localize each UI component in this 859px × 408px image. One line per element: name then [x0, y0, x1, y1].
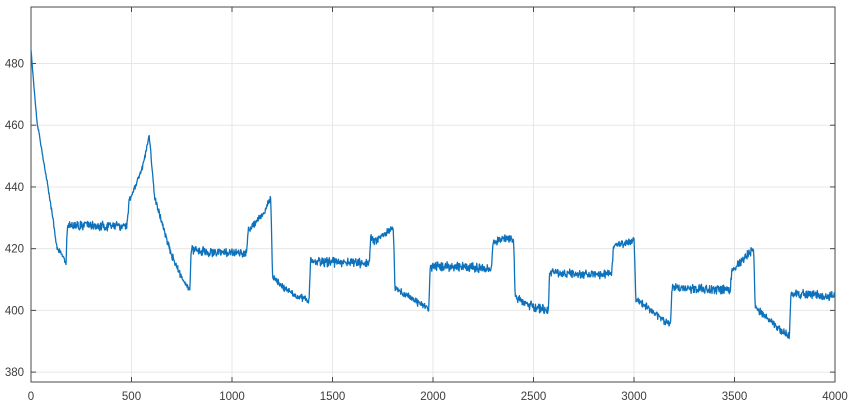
x-tick-label: 2000 — [420, 391, 446, 403]
signal-line-series — [30, 49, 836, 340]
x-tick-label: 1000 — [219, 391, 245, 403]
x-tick-label: 1500 — [320, 391, 346, 403]
x-tick-label: 500 — [122, 391, 141, 403]
y-tick-label: 420 — [5, 244, 24, 256]
y-tick-label: 400 — [5, 305, 24, 317]
x-tick-label: 3000 — [621, 391, 647, 403]
x-tick-label: 2500 — [521, 391, 547, 403]
y-tick-label: 380 — [5, 367, 24, 379]
x-tick-label: 4000 — [822, 391, 848, 403]
y-tick-label: 460 — [5, 120, 24, 132]
x-tick-label: 0 — [28, 391, 34, 403]
y-tick-label: 480 — [5, 58, 24, 70]
y-tick-label: 440 — [5, 182, 24, 194]
x-tick-label: 3500 — [722, 391, 748, 403]
